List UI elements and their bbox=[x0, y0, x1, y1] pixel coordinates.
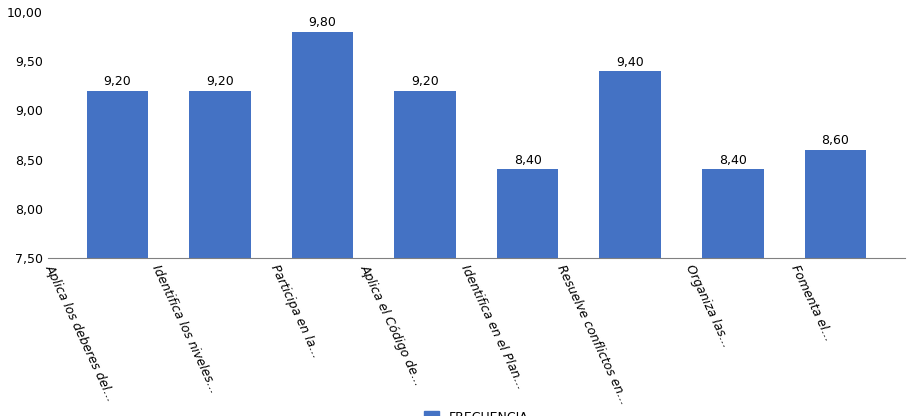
Bar bbox=[189, 91, 251, 416]
Text: 9,20: 9,20 bbox=[104, 75, 131, 88]
Bar bbox=[496, 169, 558, 416]
Legend: FRECUENCIA: FRECUENCIA bbox=[418, 406, 533, 416]
Bar bbox=[87, 91, 148, 416]
Text: 9,40: 9,40 bbox=[616, 55, 643, 69]
Bar bbox=[701, 169, 763, 416]
Text: 8,40: 8,40 bbox=[718, 154, 746, 167]
Text: 9,80: 9,80 bbox=[308, 16, 336, 29]
Bar bbox=[394, 91, 456, 416]
Text: 9,20: 9,20 bbox=[411, 75, 438, 88]
Text: 8,60: 8,60 bbox=[821, 134, 848, 147]
Bar bbox=[599, 71, 660, 416]
Bar bbox=[292, 32, 353, 416]
Bar bbox=[804, 150, 865, 416]
Text: 8,40: 8,40 bbox=[513, 154, 541, 167]
Text: 9,20: 9,20 bbox=[206, 75, 233, 88]
